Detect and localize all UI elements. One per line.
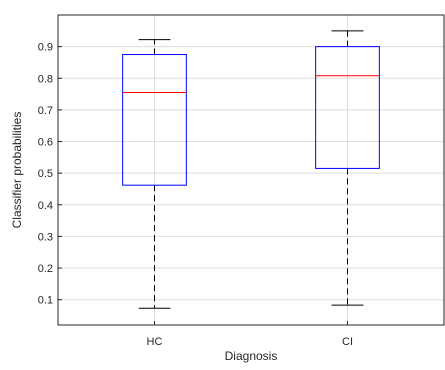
y-tick-label: 0.3 <box>38 231 53 243</box>
y-axis-ticks: 0.1 0.2 0.3 0.4 0.5 0.6 0.7 0.8 0.9 <box>38 42 62 307</box>
y-tick-label: 0.1 <box>38 295 53 307</box>
interquartile-box <box>122 54 187 186</box>
x-tick-label: CI <box>342 336 353 348</box>
x-axis-ticks: HC CI <box>147 321 353 348</box>
plot-area-frame <box>57 14 445 326</box>
y-axis-label: Classifier probabilities <box>10 112 24 229</box>
y-tick-label: 0.9 <box>38 42 53 54</box>
x-tick-label: HC <box>147 336 163 348</box>
y-tick-label: 0.2 <box>38 263 53 275</box>
y-tick-label: 0.6 <box>38 137 53 149</box>
box-hc <box>122 39 187 309</box>
box-plot-series <box>122 30 380 309</box>
y-tick-label: 0.7 <box>38 105 53 117</box>
y-tick-label: 0.8 <box>38 73 53 85</box>
interquartile-box <box>315 46 380 169</box>
y-tick-label: 0.4 <box>38 200 53 212</box>
box-ci <box>315 30 380 306</box>
x-axis-label: Diagnosis <box>225 349 278 363</box>
grid-lines <box>58 15 444 325</box>
y-tick-label: 0.5 <box>38 168 53 180</box>
